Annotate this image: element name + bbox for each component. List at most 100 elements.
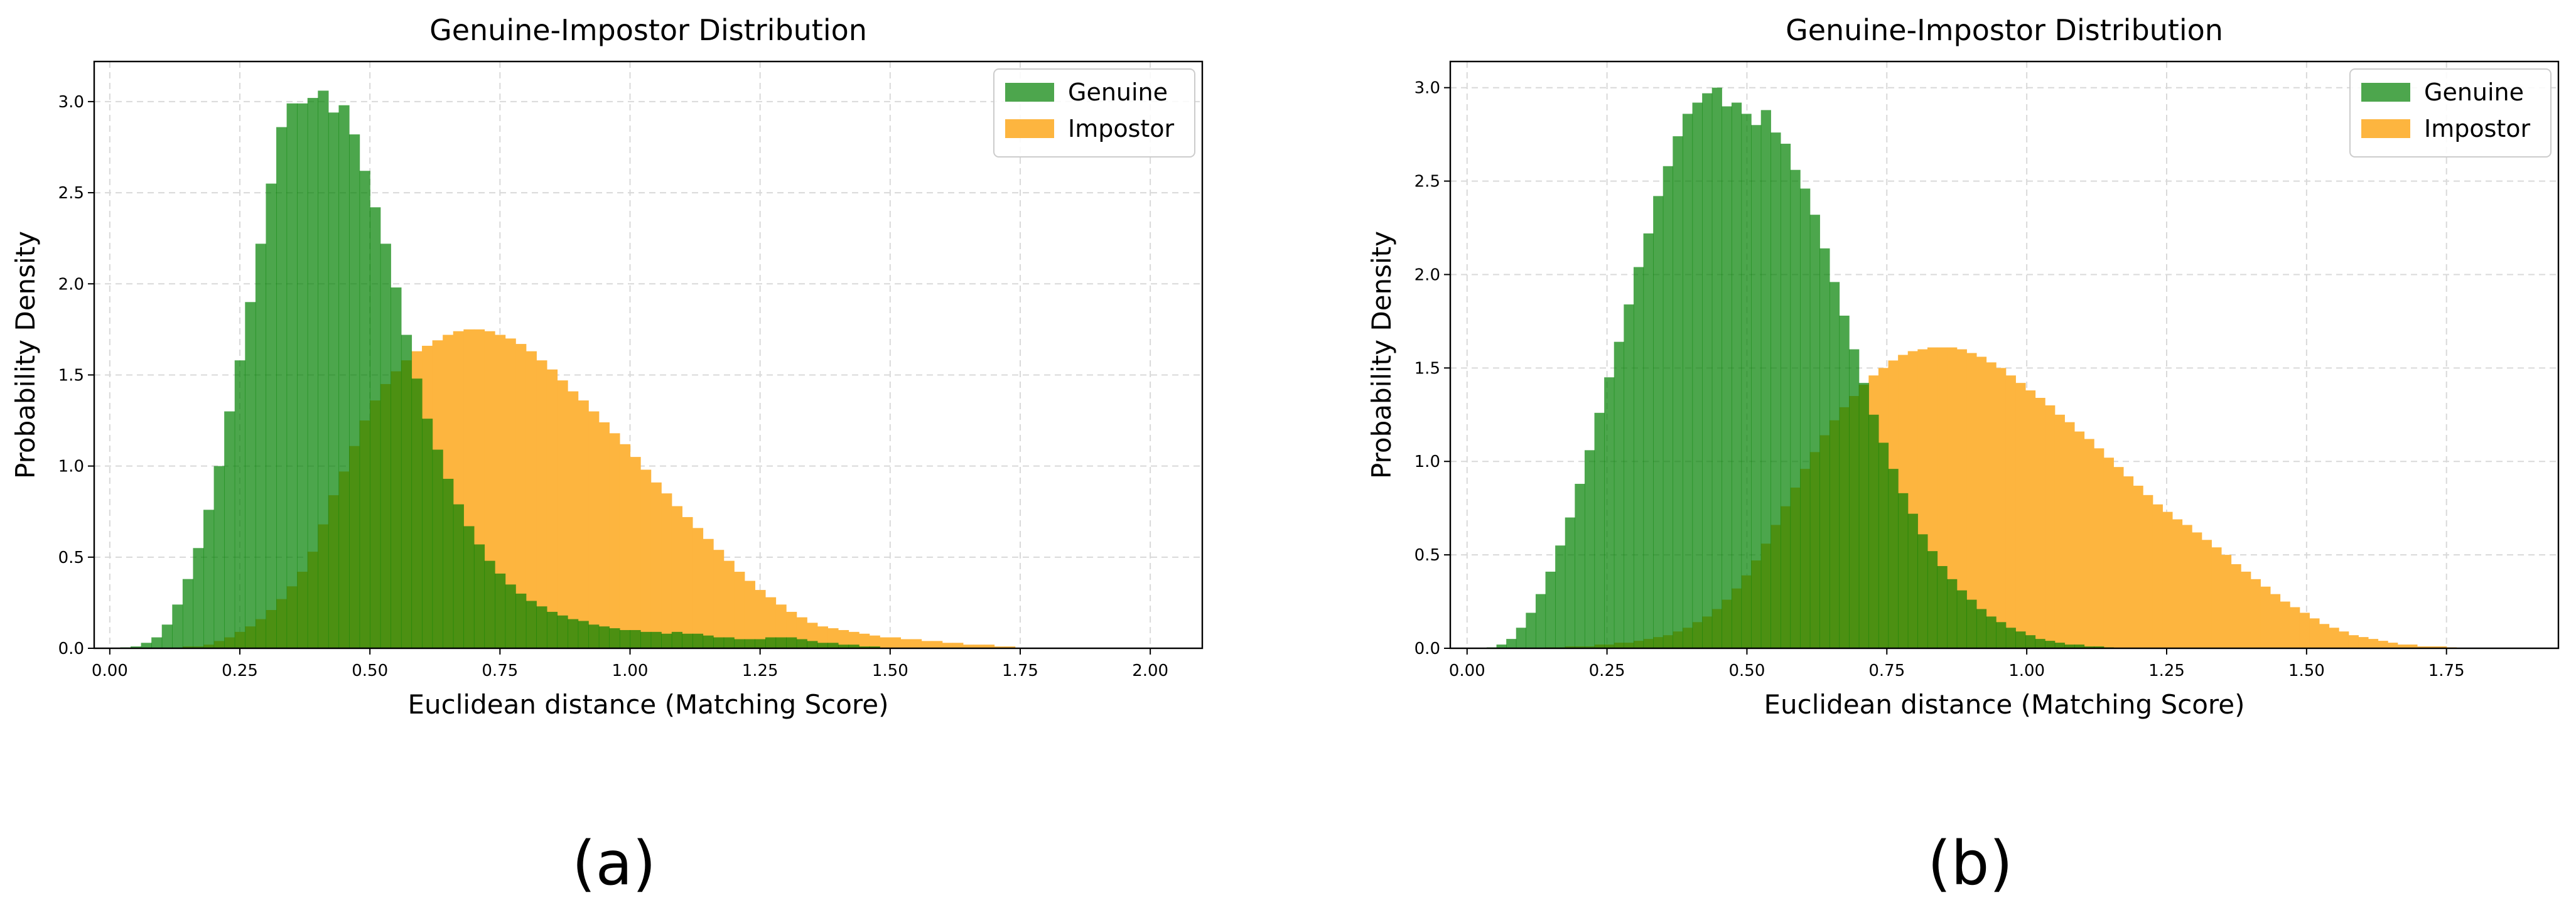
genuine-bar [1760, 110, 1771, 648]
impostor-bar [869, 635, 880, 648]
y-axis-label: Probability Density [1366, 231, 1397, 479]
impostor-bar [2280, 601, 2290, 648]
genuine-bar [1780, 144, 1791, 648]
genuine-bar [1575, 483, 1585, 648]
y-tick-label: 2.5 [58, 184, 84, 203]
impostor-bar [671, 506, 682, 648]
impostor-bar [2084, 439, 2094, 648]
genuine-bar [2094, 646, 2104, 648]
impostor-bar [952, 643, 964, 648]
impostor-bar [2388, 643, 2398, 648]
genuine-bar [286, 103, 298, 649]
genuine-bar [411, 378, 423, 648]
impostor-bar [880, 637, 891, 648]
impostor-bar [2231, 564, 2241, 648]
impostor-bar [2123, 476, 2134, 648]
genuine-bar [495, 573, 506, 648]
genuine-bar [245, 302, 256, 648]
impostor-bar [2201, 540, 2212, 648]
genuine-bar [1956, 590, 1967, 648]
genuine-bar [1565, 517, 1575, 648]
legend-swatch [2361, 119, 2410, 138]
genuine-bar [1584, 450, 1595, 648]
impostor-bar [713, 550, 725, 648]
genuine-bar [213, 466, 225, 648]
y-tick-label: 1.5 [1415, 359, 1440, 378]
impostor-bar [2094, 448, 2104, 648]
impostor-bar [2299, 613, 2310, 648]
impostor-bar [650, 482, 662, 648]
genuine-bar [1711, 87, 1722, 649]
genuine-bar [131, 646, 142, 648]
genuine-bar [1692, 102, 1703, 649]
impostor-bar [515, 344, 527, 648]
chart-panel-b: 0.00 0.25 0.50 0.75 1.00 1.25 1.50 1.75 0.0 0.5 1.… [1366, 13, 2560, 720]
impostor-bar [2182, 525, 2192, 648]
impostor-bar [2054, 414, 2065, 648]
genuine-bar [1682, 114, 1693, 648]
genuine-bar [432, 449, 443, 648]
impostor-bar [703, 538, 714, 648]
impostor-bar [723, 560, 735, 648]
impostor-bar [2221, 555, 2232, 648]
impostor-bar [1966, 353, 1977, 648]
genuine-bar [1947, 579, 1958, 648]
genuine-bar [859, 646, 870, 648]
genuine-bar [588, 624, 600, 648]
genuine-bar [2005, 628, 2016, 648]
impostor-bar [661, 493, 672, 648]
impostor-bar [962, 645, 974, 648]
genuine-bar [671, 631, 682, 648]
impostor-bar [890, 637, 901, 648]
genuine-bar [640, 631, 652, 648]
impostor-bar [2339, 631, 2349, 648]
impostor-bar [495, 334, 506, 648]
legend-label: Genuine [1068, 78, 1168, 106]
genuine-bar [1555, 545, 1566, 648]
genuine-bar [848, 645, 860, 648]
impostor-bar [1996, 368, 2007, 648]
genuine-bar [869, 646, 880, 648]
y-tick-label: 0.0 [58, 639, 84, 658]
impostor-bar [859, 633, 870, 648]
genuine-bar [1545, 571, 1556, 648]
y-tick-label: 1.5 [58, 366, 84, 385]
impostor-bar [994, 646, 1005, 648]
y-tick-label: 2.5 [1415, 173, 1440, 191]
genuine-bar [1731, 102, 1742, 649]
genuine-bar [443, 478, 454, 648]
genuine-bar [578, 621, 589, 648]
caption-b: (b) [1927, 828, 2013, 899]
genuine-bar [1633, 267, 1644, 649]
genuine-bar [1790, 169, 1801, 648]
x-tick-label: 1.75 [2428, 661, 2465, 680]
impostor-bar [2407, 645, 2418, 648]
chart-panel-a: 0.00 0.25 0.50 0.75 1.00 1.25 1.50 1.75 2.00 0.0 0… [10, 13, 1204, 720]
chart-title: Genuine-Impostor Distribution [1786, 13, 2223, 47]
genuine-bar [1624, 304, 1634, 648]
legend-swatch [2361, 83, 2410, 102]
genuine-bar [391, 287, 402, 648]
genuine-bar [1496, 645, 1507, 648]
genuine-bar [172, 604, 183, 648]
legend-label: Impostor [1068, 115, 1175, 142]
genuine-bar [1722, 106, 1732, 648]
impostor-bar [630, 457, 641, 648]
genuine-bar [161, 624, 173, 648]
caption-a: (a) [572, 828, 656, 899]
genuine-bar [744, 639, 755, 648]
impostor-bar [2309, 618, 2320, 648]
legend-label: Impostor [2424, 115, 2531, 142]
genuine-bar [255, 243, 267, 648]
impostor-bar [734, 572, 745, 648]
genuine-bar [1800, 188, 1811, 648]
impostor-bar [2397, 645, 2408, 648]
impostor-bar [900, 639, 912, 648]
genuine-bar [568, 619, 579, 648]
impostor-bar [557, 380, 568, 648]
impostor-bar [2358, 637, 2369, 648]
genuine-bar [557, 615, 568, 648]
y-tick-label: 0.0 [1415, 639, 1440, 658]
genuine-bar [182, 579, 194, 648]
genuine-bar [1868, 414, 1879, 648]
